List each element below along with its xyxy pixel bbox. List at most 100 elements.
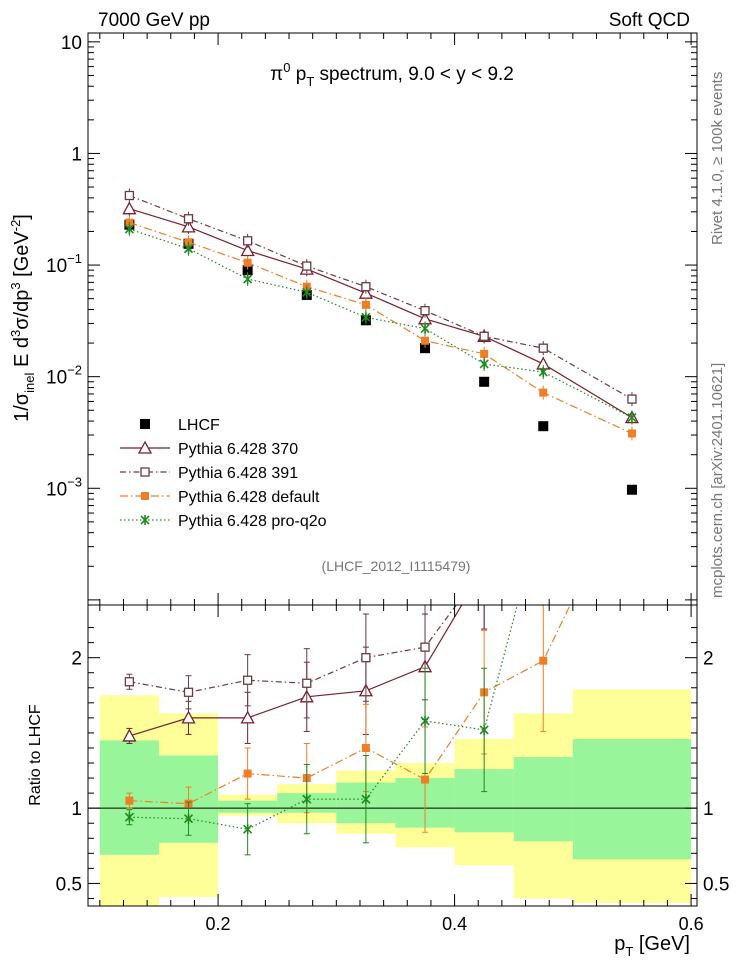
series-point-2 — [243, 258, 252, 267]
ratio-point-0 — [537, 411, 549, 422]
ratio-tick-label: 0.5 — [56, 874, 82, 895]
legend-marker-3 — [140, 515, 150, 525]
ratio-tick-label: 2 — [71, 649, 82, 670]
series-point-2 — [421, 336, 430, 345]
ratio-point-1 — [242, 675, 253, 685]
y-tick-label: 10−1 — [46, 251, 82, 277]
mcplots-label: mcplots.cern.ch [arXiv:2401.10621] — [709, 363, 726, 598]
ratio-point-1 — [539, 202, 547, 210]
ratio-point-1 — [124, 677, 135, 687]
ratio-point-3 — [183, 813, 194, 824]
ratio-point-2 — [243, 769, 252, 778]
ratio-point-3 — [539, 502, 547, 512]
ratio-point-2 — [125, 796, 134, 805]
header-left: 7000 GeV pp — [98, 10, 210, 31]
legend-marker-0 — [137, 440, 153, 454]
legend-label-0: Pythia 6.428 370 — [178, 441, 298, 458]
series-point-3 — [420, 323, 430, 334]
ratio-point-1 — [302, 678, 312, 688]
series-point-1 — [242, 236, 253, 246]
y-tick-base: 10 — [46, 368, 67, 389]
ratio-y-label: Ratio to LHCF — [27, 704, 44, 806]
y-tick-label: 1 — [71, 144, 82, 165]
series-point-1 — [361, 282, 371, 292]
ratio-point-2 — [628, 473, 636, 481]
series-point-3 — [627, 412, 637, 423]
ratio-point-3 — [302, 794, 312, 805]
y-tick-label: 10 — [61, 33, 82, 54]
ratio-band-green — [572, 738, 692, 860]
y-tick-exp: −3 — [67, 474, 82, 489]
ratio-tick-label-right: 2 — [703, 649, 714, 670]
ratio-tick-label-right: 0.5 — [703, 874, 729, 895]
x-tick-label: 0.6 — [679, 914, 704, 934]
series-point-2 — [480, 349, 489, 358]
legend-lhcf-label: LHCF — [178, 417, 220, 434]
ratio-tick-label: 1 — [71, 799, 82, 820]
star-stroke — [539, 503, 547, 511]
ratio-point-3 — [361, 794, 371, 805]
ratio-point-0 — [478, 561, 490, 572]
series-point-1 — [124, 190, 135, 201]
ratio-point-3 — [479, 724, 489, 735]
y-tick-label: 10−2 — [46, 363, 82, 389]
series-point-1 — [420, 306, 430, 316]
y-tick-label: 10−3 — [46, 474, 82, 500]
ratio-point-0 — [626, 290, 638, 301]
series-point-0 — [122, 201, 137, 215]
ratio-point-3 — [124, 812, 134, 823]
ratio-point-3 — [628, 291, 636, 301]
header-right: Soft QCD — [609, 10, 690, 31]
series-point-2 — [539, 388, 548, 397]
y-axis-label: 1/σinel E d3σ/dp3 [GeV-2] — [8, 214, 37, 422]
ratio-plot-area — [88, 202, 697, 906]
star-stroke — [539, 503, 547, 511]
lhcf-point — [538, 421, 549, 432]
series-point-3 — [361, 312, 371, 323]
y-tick-exp: −1 — [67, 251, 82, 266]
star-stroke — [628, 292, 636, 300]
legend-label-2: Pythia 6.428 default — [178, 489, 320, 506]
ratio-point-0 — [122, 728, 137, 742]
ratio-point-3 — [420, 715, 430, 726]
series-point-1 — [479, 331, 489, 341]
series-point-2 — [627, 429, 636, 438]
x-tick-label: 0.4 — [442, 914, 467, 934]
series-point-3 — [479, 358, 489, 369]
series-point-1 — [183, 214, 194, 224]
ratio-point-2 — [361, 743, 370, 752]
ratio-point-0 — [181, 710, 196, 724]
ratio-point-1 — [480, 563, 488, 571]
lhcf-point — [242, 265, 253, 276]
series-point-3 — [124, 224, 134, 235]
series-point-3 — [183, 243, 194, 254]
ratio-line-1 — [129, 605, 458, 693]
ratio-point-3 — [243, 824, 253, 835]
y-tick-exp: −2 — [67, 363, 82, 378]
ratio-point-2 — [539, 656, 548, 665]
ratio-tick-label-right: 1 — [703, 799, 714, 820]
series-line-2 — [129, 222, 633, 434]
series-point-0 — [181, 219, 196, 233]
main-plot-area — [122, 188, 640, 495]
lhcf-point — [420, 343, 431, 354]
x-axis-label: pT [GeV] — [614, 933, 690, 959]
legend: LHCF Pythia 6.428 370 Pythia 6.428 391 Pyth… — [120, 417, 327, 530]
legend-label-3: Pythia 6.428 pro-q2o — [178, 513, 327, 530]
series-point-2 — [361, 300, 370, 309]
rivet-label: Rivet 4.1.0, ≥ 100k events — [709, 72, 726, 245]
star-stroke — [628, 292, 636, 300]
legend-lhcf-marker — [140, 419, 150, 429]
legend-marker-2 — [141, 492, 149, 500]
series-point-1 — [302, 261, 312, 271]
analysis-id: (LHCF_2012_I1115479) — [322, 558, 471, 574]
ratio-point-1 — [183, 687, 194, 697]
series-point-1 — [538, 343, 548, 353]
series-point-3 — [302, 287, 312, 298]
series-line-3 — [129, 228, 633, 419]
ratio-frame — [87, 604, 698, 907]
ratio-point-1 — [361, 653, 371, 663]
x-tick-label: 0.2 — [206, 914, 231, 934]
series-point-0 — [240, 243, 255, 257]
